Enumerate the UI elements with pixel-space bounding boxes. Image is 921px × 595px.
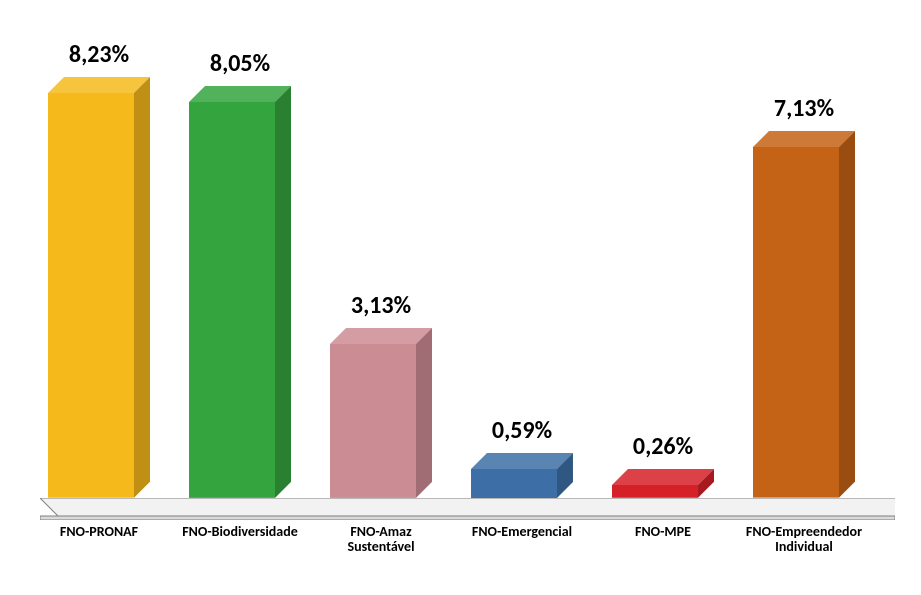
bar-value-label: 0,59% [492,416,552,445]
x-axis: FNO-PRONAFFNO-BiodiversidadeFNO-AmazSust… [40,525,895,575]
bar-value-label: 8,05% [210,49,270,78]
bar [189,86,291,498]
x-axis-label: FNO-Biodiversidade [170,525,311,540]
bar-chart: 8,23% 8,05% 3,13% [40,20,895,575]
chart-floor [40,498,895,520]
bar-value-label: 0,26% [633,432,693,461]
x-axis-label: FNO-EmpreendedorIndividual [734,525,875,554]
bar-value-label: 7,13% [774,94,834,123]
bar-shape [189,86,291,498]
x-axis-label: FNO-PRONAF [29,525,170,540]
bar [48,77,150,498]
bar [330,328,432,498]
plot-area: 8,23% 8,05% 3,13% [40,20,895,520]
bar-shape [753,131,855,498]
bar-shape [612,469,714,498]
bar [612,469,714,498]
bar-value-label: 3,13% [351,291,411,320]
bar [471,453,573,498]
bar [753,131,855,498]
bar-shape [330,328,432,498]
x-axis-label: FNO-Emergencial [452,525,593,540]
bar-value-label: 8,23% [69,40,129,69]
bar-shape [48,77,150,498]
x-axis-label: FNO-MPE [593,525,734,540]
x-axis-label: FNO-AmazSustentável [311,525,452,554]
bar-shape [471,453,573,498]
